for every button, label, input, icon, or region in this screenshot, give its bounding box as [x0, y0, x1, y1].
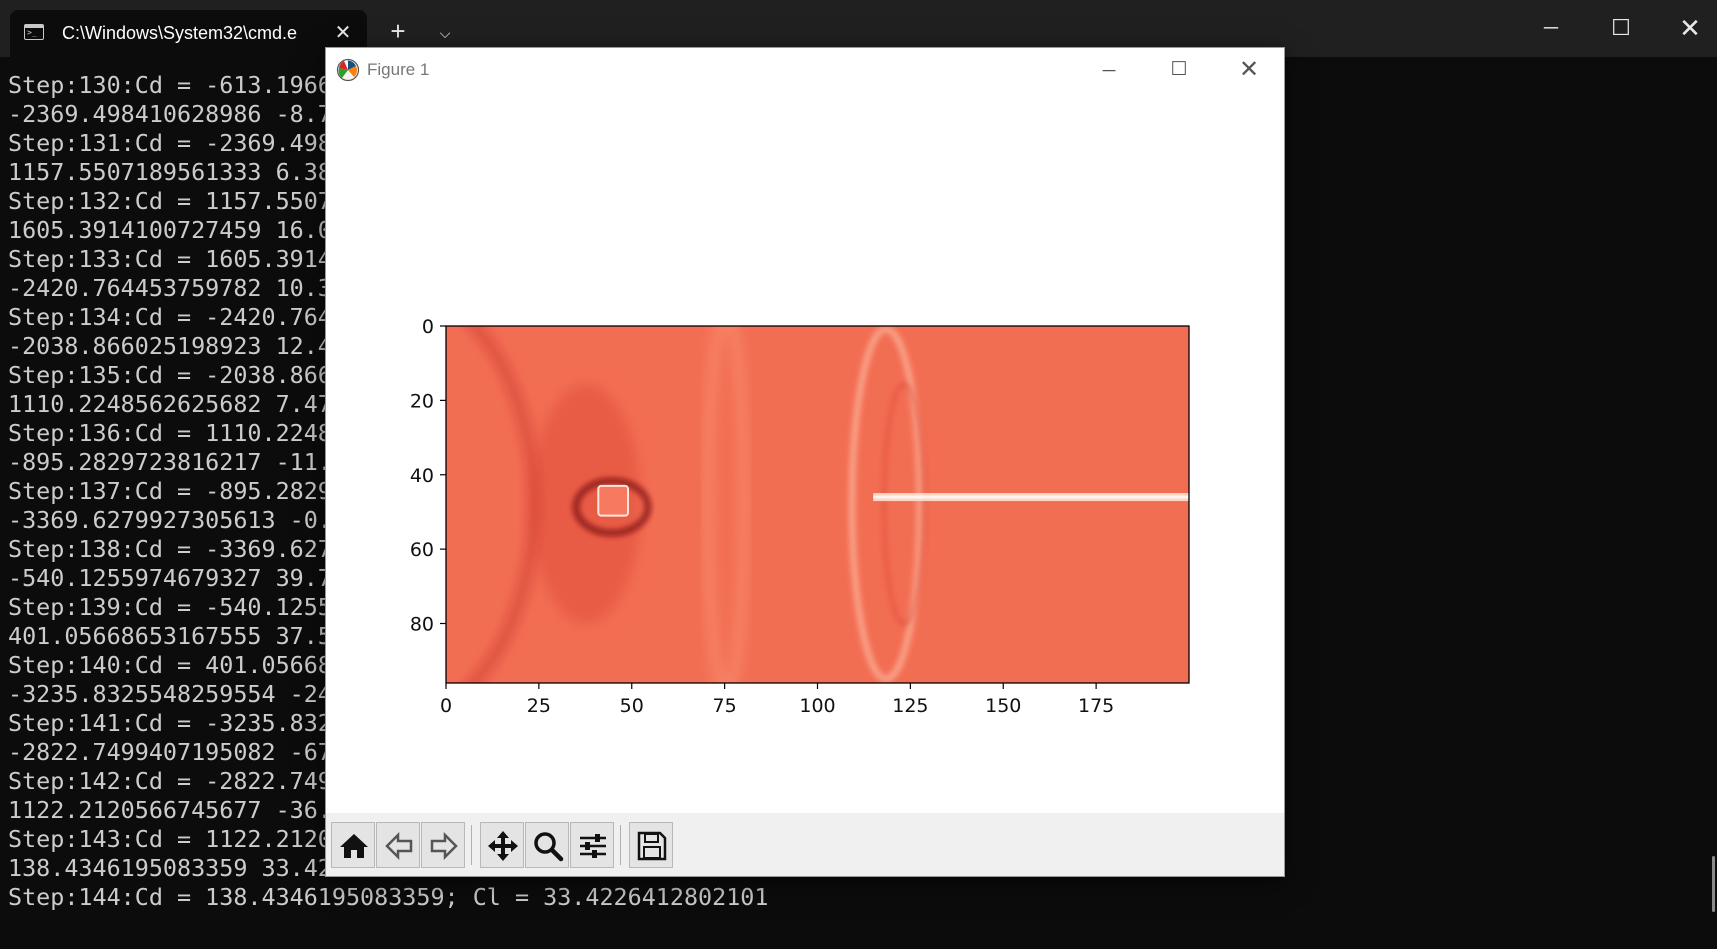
console-line: Step:136:Cd = 1110.2248: [8, 419, 332, 447]
zoom-button[interactable]: [525, 822, 569, 868]
console-text: Step:130:Cd = -613.1966 -2369.4984106289…: [8, 71, 768, 912]
toolbar-separator: [620, 825, 621, 865]
wave-front: [703, 326, 749, 683]
console-line: Step:141:Cd = -3235.832: [8, 709, 332, 737]
y-tick-label: 80: [410, 614, 434, 636]
y-tick-label: 20: [410, 390, 434, 412]
console-line: -895.2829723816217 -11.: [8, 448, 332, 476]
command-prompt-icon: [24, 24, 44, 40]
y-tick-label: 0: [422, 316, 434, 338]
arrow-right-icon: [430, 831, 458, 861]
console-line: 1605.3914100727459 16.0: [8, 216, 332, 244]
figure-close-button[interactable]: ✕: [1238, 56, 1260, 83]
console-line: Step:139:Cd = -540.1255: [8, 593, 332, 621]
figure-maximize-button[interactable]: ☐: [1170, 59, 1188, 80]
wave-front-inner: [882, 382, 926, 626]
back-button[interactable]: [376, 822, 420, 868]
console-line: -2369.498410628986 -8.7: [8, 100, 332, 128]
floppy-disk-icon: [637, 831, 667, 861]
obstacle-halo: [573, 478, 651, 536]
console-line: -540.1255974679327 39.7: [8, 564, 332, 592]
x-tick-label: 50: [620, 695, 644, 717]
maximize-button[interactable]: ☐: [1611, 15, 1631, 40]
navigation-toolbar: [326, 813, 1284, 876]
plot-canvas[interactable]: 0 25 50 75 100 125 150 175 0 20 40 60 80: [326, 93, 1284, 858]
console-line: Step:131:Cd = -2369.498: [8, 129, 332, 157]
heatmap-image: [446, 326, 1189, 683]
magnifier-icon: [534, 832, 564, 862]
matplotlib-icon: [336, 58, 360, 82]
console-line: Step:133:Cd = 1605.3914: [8, 245, 332, 273]
tab-title: C:\Windows\System32\cmd.e: [62, 23, 298, 43]
console-line: Step:137:Cd = -895.2829: [8, 477, 332, 505]
console-line: 1110.2248562625682 7.47: [8, 390, 332, 418]
x-tick-label: 25: [527, 695, 551, 717]
wake-streak-core: [873, 495, 1189, 499]
scrollbar-thumb[interactable]: [1712, 856, 1715, 912]
close-tab-icon[interactable]: ✕: [334, 22, 352, 44]
console-line: Step:138:Cd = -3369.627: [8, 535, 332, 563]
arrow-left-icon: [385, 831, 413, 861]
console-line: 1157.5507189561333 6.38: [8, 158, 332, 186]
forward-button[interactable]: [421, 822, 465, 868]
console-line: Step:132:Cd = 1157.5507: [8, 187, 332, 215]
console-line: Step:130:Cd = -613.1966: [8, 71, 332, 99]
x-axis: 0 25 50 75 100 125 150 175: [440, 683, 1114, 717]
x-tick-label: 175: [1078, 695, 1114, 717]
console-line: Step:143:Cd = 1122.2120: [8, 825, 332, 853]
save-button[interactable]: [629, 822, 673, 868]
console-line: Step:140:Cd = 401.05668: [8, 651, 332, 679]
home-icon: [340, 834, 368, 858]
chevron-down-icon[interactable]: ⌵: [439, 25, 451, 41]
x-tick-label: 150: [985, 695, 1021, 717]
y-tick-label: 40: [410, 465, 434, 487]
y-tick-label: 60: [410, 539, 434, 561]
console-line: -3369.6279927305613 -0.: [8, 506, 332, 534]
x-tick-label: 0: [440, 695, 452, 717]
x-tick-label: 75: [713, 695, 737, 717]
heatmap-plot: 0 25 50 75 100 125 150 175 0 20 40 60 80: [410, 316, 1190, 717]
x-tick-label: 100: [799, 695, 835, 717]
console-line: -2420.764453759782 10.3: [8, 274, 332, 302]
console-line: Step:134:Cd = -2420.764: [8, 303, 332, 331]
figure-minimize-button[interactable]: ─: [1102, 60, 1116, 80]
console-line: 401.05668653167555 37.5: [8, 622, 332, 650]
pan-button[interactable]: [480, 822, 524, 868]
toolbar-separator: [471, 825, 472, 865]
wave-front-lens: [849, 326, 923, 682]
sliders-icon: [580, 834, 606, 858]
figure-window[interactable]: Figure 1 ─ ☐ ✕: [325, 47, 1285, 877]
x-tick-label: 125: [892, 695, 928, 717]
home-button[interactable]: [331, 822, 375, 868]
console-line: 138.4346195083359 33.42: [8, 854, 332, 882]
console-line: -2822.7499407195082 -67: [8, 738, 332, 766]
console-line: -2038.866025198923 12.4: [8, 332, 332, 360]
minimize-button[interactable]: ─: [1543, 17, 1559, 39]
configure-subplots-button[interactable]: [570, 822, 614, 868]
console-line: -3235.8325548259554 -24: [8, 680, 332, 708]
terminal-tab[interactable]: C:\Windows\System32\cmd.e ✕: [10, 10, 367, 57]
move-icon: [488, 831, 518, 861]
figure-titlebar[interactable]: Figure 1 ─ ☐ ✕: [326, 48, 1284, 93]
y-axis: 0 20 40 60 80: [410, 316, 446, 636]
figure-title: Figure 1: [367, 60, 430, 79]
close-window-button[interactable]: ✕: [1679, 13, 1701, 43]
console-line: Step:135:Cd = -2038.866: [8, 361, 332, 389]
console-line: Step:142:Cd = -2822.749: [8, 767, 332, 795]
obstacle: [597, 484, 630, 517]
pressure-region: [531, 384, 641, 624]
console-line: 1122.2120566745677 -36.: [8, 796, 332, 824]
new-tab-button[interactable]: +: [390, 16, 406, 46]
console-line: Step:144:Cd = 138.4346195083359; Cl = 33…: [8, 883, 769, 911]
